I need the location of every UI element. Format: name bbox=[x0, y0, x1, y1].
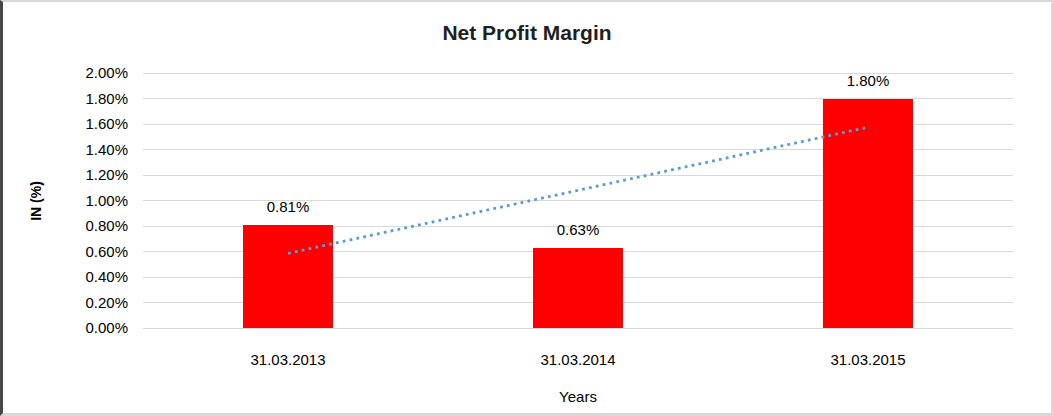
y-tick-label: 0.20% bbox=[3, 294, 128, 312]
data-label: 0.81% bbox=[228, 198, 348, 216]
data-label: 1.80% bbox=[808, 72, 928, 90]
y-tick-label: 2.00% bbox=[3, 64, 128, 82]
x-tick-label: 31.03.2013 bbox=[218, 351, 358, 368]
y-tick-label: 0.40% bbox=[3, 268, 128, 286]
y-tick-label: 0.80% bbox=[3, 217, 128, 235]
chart-title: Net Profit Margin bbox=[3, 21, 1051, 45]
y-tick-label: 0.00% bbox=[3, 319, 128, 337]
y-tick-label: 1.00% bbox=[3, 192, 128, 210]
plot-area: 0.81% 0.63% 1.80% bbox=[143, 73, 1013, 328]
y-tick-label: 1.60% bbox=[3, 115, 128, 133]
y-tick-label: 1.40% bbox=[3, 141, 128, 159]
y-tick-label: 1.80% bbox=[3, 90, 128, 108]
x-tick-label: 31.03.2015 bbox=[798, 351, 938, 368]
y-tick-label: 0.60% bbox=[3, 243, 128, 261]
x-tick-label: 31.03.2014 bbox=[508, 351, 648, 368]
chart-container: Net Profit Margin IN (%) 0.81%0.63%1.80%… bbox=[0, 0, 1053, 416]
x-axis-title: Years bbox=[518, 388, 638, 405]
data-label: 0.63% bbox=[518, 221, 638, 239]
y-tick-label: 1.20% bbox=[3, 166, 128, 184]
